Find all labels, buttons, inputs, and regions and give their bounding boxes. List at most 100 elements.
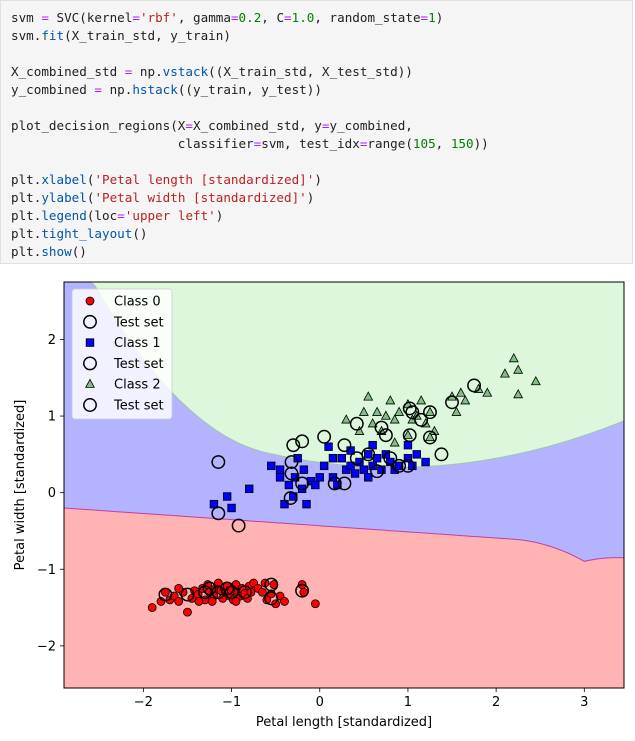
code-editor[interactable]: svm = SVC(kernel='rbf', gamma=0.2, C=1.0… (1, 1, 632, 269)
point-class1 (408, 461, 417, 471)
test-set-point (211, 455, 226, 469)
code-token: ( (86, 172, 95, 187)
point-class1 (299, 465, 309, 474)
point-class2 (380, 410, 391, 420)
code-line: svm.fit(X_train_std, y_train) (11, 27, 622, 45)
code-line: plt.legend(loc='upper left') (11, 207, 622, 225)
y-tick-label: −1 (37, 563, 56, 578)
test-set-point (286, 438, 301, 453)
code-token: 'Petal width [standardized]' (94, 190, 307, 205)
point-class0 (207, 597, 217, 606)
point-class2 (385, 395, 396, 405)
test-set-point (423, 430, 437, 445)
test-set-point (295, 476, 310, 491)
code-token: X_combined_std, y (192, 118, 322, 133)
point-class1 (355, 457, 364, 467)
code-token: 'rbf' (139, 10, 178, 25)
code-token: svm (11, 10, 42, 25)
point-class2 (508, 352, 519, 363)
code-token: = (132, 10, 140, 25)
test-set-point (202, 581, 217, 596)
code-token: 150 (450, 136, 474, 151)
test-set-point (224, 585, 239, 600)
code-token: = (359, 136, 368, 151)
point-class2 (513, 388, 524, 399)
code-token: classifier (11, 136, 254, 151)
code-token: svm, test_idx (261, 136, 360, 151)
legend-label: Class 2 (114, 378, 161, 393)
test-set-point (198, 585, 213, 600)
code-token: plot_decision_regions(X (11, 118, 186, 133)
point-class1 (284, 480, 294, 490)
point-class1 (337, 453, 346, 463)
point-class1 (267, 461, 276, 471)
code-token: )) (473, 136, 489, 151)
point-class2 (358, 406, 369, 416)
test-set-point (284, 466, 299, 481)
x-tick-label: −2 (134, 695, 153, 710)
code-token: = (230, 10, 239, 25)
point-class1 (315, 473, 324, 482)
code-line: plot_decision_regions(X =X_combined_std, … (11, 117, 622, 135)
code-token: plt. (11, 226, 42, 241)
point-class1 (275, 465, 285, 474)
code-token: 105 (412, 136, 436, 151)
code-token: legend (41, 208, 87, 223)
point-class1 (364, 450, 373, 459)
test-set-point (467, 378, 482, 393)
code-token: xlabel (41, 172, 87, 187)
test-set-point (211, 585, 226, 600)
x-axis-label: Petal length [standardized] (256, 715, 432, 730)
legend-marker (85, 296, 95, 306)
legend-marker (85, 378, 95, 388)
code-line: plt.tight_layout() (11, 225, 622, 243)
test-set-point (237, 585, 252, 600)
code-token: fit (41, 28, 65, 43)
code-token: X_combined_std (11, 64, 125, 79)
point-class0 (280, 597, 289, 606)
code-token: 'upper left' (124, 208, 216, 223)
code-token: ) (435, 10, 444, 25)
data-points (147, 352, 541, 617)
test-set-point (414, 412, 429, 427)
test-set-point (402, 428, 417, 443)
region-class0 (64, 507, 624, 688)
code-token: hstack (132, 82, 178, 97)
point-class1 (346, 461, 355, 471)
code-token: vstack (162, 64, 209, 79)
legend-box (71, 288, 173, 420)
code-line: X_combined_std = np.vstack((X_train_std,… (11, 63, 622, 81)
test-set-point (264, 591, 279, 606)
legend-marker (83, 314, 97, 329)
point-class1 (302, 499, 311, 509)
point-class1 (403, 453, 413, 463)
code-line (11, 45, 622, 63)
x-tick-label: −1 (222, 695, 241, 710)
code-token: () (71, 244, 87, 259)
point-class2 (455, 387, 466, 397)
code-token: = (117, 208, 125, 223)
legend-marker (85, 338, 95, 347)
code-token: SVC(kernel (48, 10, 133, 25)
code-cell[interactable]: svm = SVC(kernel='rbf', gamma=0.2, C=1.0… (0, 0, 633, 264)
test-set-point (370, 464, 385, 479)
point-class0 (174, 597, 184, 606)
point-class0 (194, 597, 204, 606)
test-set-point (383, 451, 398, 466)
code-token: ) (314, 172, 322, 187)
scatter-plot: −2 −1 0 1 2 3 −2 −1 0 1 2 Petal length [standardize… (13, 281, 625, 730)
code-line: plt.xlabel('Petal length [standardized]'… (11, 171, 622, 189)
code-token: ( (86, 190, 95, 205)
code-line: y_combined = np.hstack((y_train, y_test)… (11, 81, 622, 99)
test-set-point (231, 518, 246, 533)
code-token: svm. (11, 28, 42, 43)
legend-marker (83, 398, 97, 412)
test-set-point (337, 438, 352, 453)
code-token: range( (367, 136, 413, 151)
point-class0 (310, 599, 320, 609)
point-class2 (451, 406, 462, 416)
code-token: = (321, 118, 330, 133)
code-token: ylabel (41, 190, 87, 205)
code-token: ((X_train_std, X_test_std)) (208, 64, 413, 79)
point-class2 (367, 418, 378, 428)
